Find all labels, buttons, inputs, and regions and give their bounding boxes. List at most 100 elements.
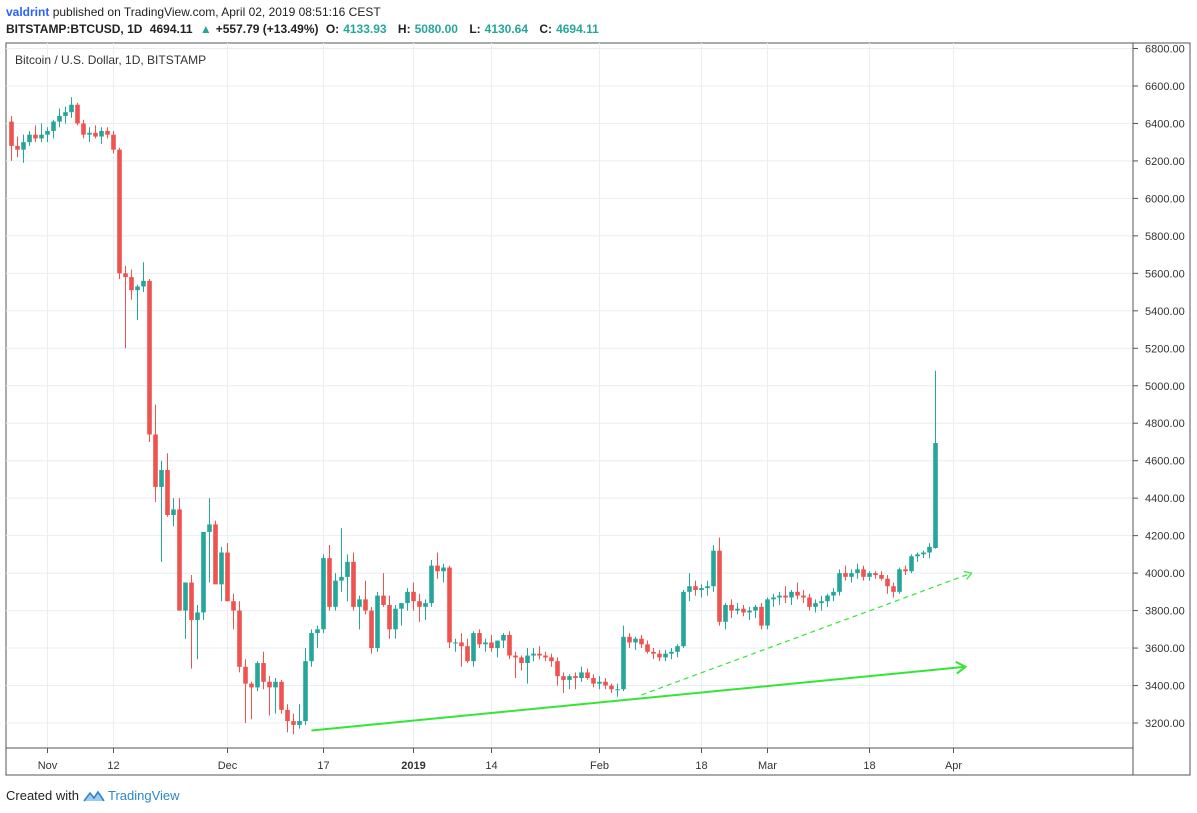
candle-body [201, 531, 206, 613]
candle [825, 593, 830, 607]
candle-body [345, 561, 350, 577]
candle-body [675, 646, 680, 652]
candle-body [219, 552, 224, 585]
price-tick-label: 4000.00 [1145, 568, 1185, 580]
open-value: 4133.93 [343, 22, 387, 36]
candle-body [729, 604, 734, 611]
candle-body [705, 586, 710, 589]
candle-body [687, 586, 692, 592]
symbol-label: BITSTAMP:BTCUSD, 1D [6, 22, 143, 36]
candle [453, 638, 458, 652]
time-tick-label: 12 [107, 760, 119, 772]
chart-frame [5, 42, 1191, 776]
candle-body [657, 653, 662, 658]
candle [15, 136, 20, 158]
candle [87, 127, 92, 143]
time-tick-label: 17 [317, 760, 329, 772]
candle [63, 106, 68, 124]
candle-body [447, 567, 452, 643]
candle [813, 599, 818, 613]
candle-body [459, 642, 464, 647]
candle [603, 678, 608, 690]
candle-body [465, 646, 470, 662]
candle-body [735, 608, 740, 611]
candle [747, 606, 752, 620]
candle [639, 634, 644, 649]
candle [537, 646, 542, 660]
candle [579, 666, 584, 682]
candle-body [177, 509, 182, 611]
candle [309, 629, 314, 667]
candle-body [297, 721, 302, 725]
candle-body [501, 634, 506, 641]
time-tick-label: Apr [945, 760, 962, 772]
price-tick-label: 6800.00 [1145, 44, 1185, 56]
candle-body [471, 633, 476, 662]
candle-body [909, 556, 914, 572]
candle [261, 651, 266, 690]
candle-body [75, 104, 80, 124]
candle [45, 127, 50, 143]
time-axis[interactable]: Nov 12 Dec 17 2019 14 Feb 18 Mar 18 Apr [6, 747, 1133, 772]
candle-body [837, 573, 842, 592]
candle [531, 648, 536, 662]
candle-body [339, 576, 344, 581]
publisher-name[interactable]: valdrint [6, 5, 50, 19]
candle [831, 588, 836, 602]
candle [891, 582, 896, 598]
time-tick-label: 18 [695, 760, 707, 772]
candle [477, 629, 482, 649]
symbol-info: BITSTAMP:BTCUSD, 1D 4694.11 ▲ +557.79 (+1… [6, 22, 607, 36]
candle-body [375, 595, 380, 649]
candle [393, 604, 398, 639]
candle [381, 573, 386, 607]
candle [369, 606, 374, 654]
candle [351, 552, 356, 611]
candle-body [699, 588, 704, 590]
price-tick-label: 4800.00 [1145, 418, 1185, 430]
trendline-arrowhead [963, 570, 973, 580]
candle [705, 580, 710, 596]
candle [807, 593, 812, 611]
candle-body [489, 642, 494, 649]
candle-body [891, 586, 896, 592]
candle-body [309, 633, 314, 662]
candle-body [921, 552, 926, 555]
candle [195, 604, 200, 660]
candle-body [441, 567, 446, 572]
candle-body [411, 591, 416, 602]
candle [279, 679, 284, 714]
candle [201, 531, 206, 620]
price-tick-label: 5400.00 [1145, 306, 1185, 318]
last-price: 4694.11 [149, 22, 193, 36]
price-tick-label: 5800.00 [1145, 231, 1185, 243]
candle-body [153, 434, 158, 487]
candle-body [321, 558, 326, 630]
candle-body [693, 586, 698, 590]
candle-body [123, 273, 128, 278]
time-tick-label: Mar [758, 760, 777, 772]
candle [567, 674, 572, 690]
candle [105, 127, 110, 139]
close-label: C: [539, 22, 553, 36]
candle-body [537, 653, 542, 656]
candle-body [99, 130, 104, 137]
time-tick-label: Feb [590, 760, 609, 772]
candle-body [711, 550, 716, 587]
candle [909, 554, 914, 574]
price-tick-label: 3600.00 [1145, 643, 1185, 655]
candle-body [819, 601, 824, 604]
candle [873, 571, 878, 579]
candle [249, 681, 254, 720]
candle-body [105, 130, 110, 135]
candle [819, 595, 824, 611]
candle-body [525, 655, 530, 664]
candle [51, 119, 56, 139]
price-axis[interactable]: 3200.00 3400.00 3600.00 3800.00 4000.00 4200.… [1132, 43, 1185, 775]
tradingview-link[interactable]: TradingView [107, 788, 180, 803]
candle [765, 597, 770, 630]
price-tick-label: 5000.00 [1145, 381, 1185, 393]
candle [135, 284, 140, 321]
grid [6, 43, 1133, 748]
